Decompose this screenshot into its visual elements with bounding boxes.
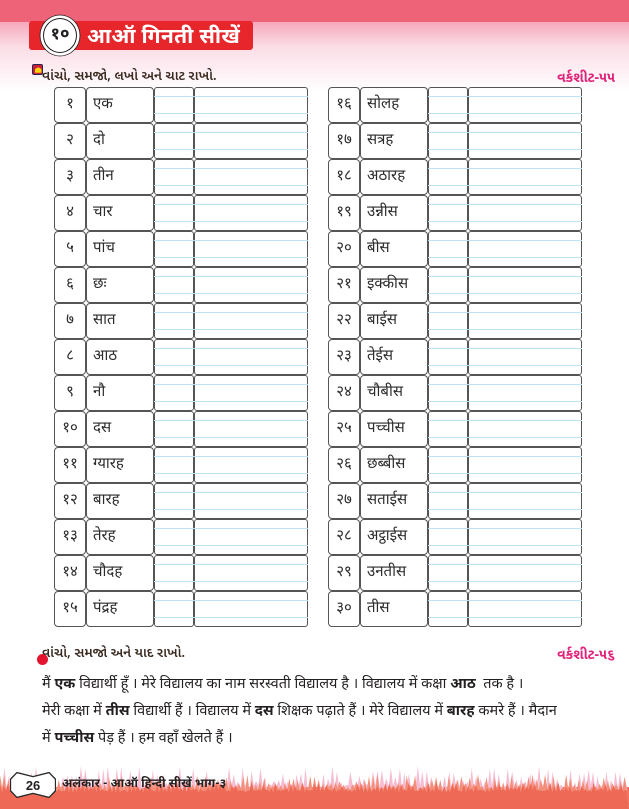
svg-text:26: 26 (26, 778, 40, 793)
